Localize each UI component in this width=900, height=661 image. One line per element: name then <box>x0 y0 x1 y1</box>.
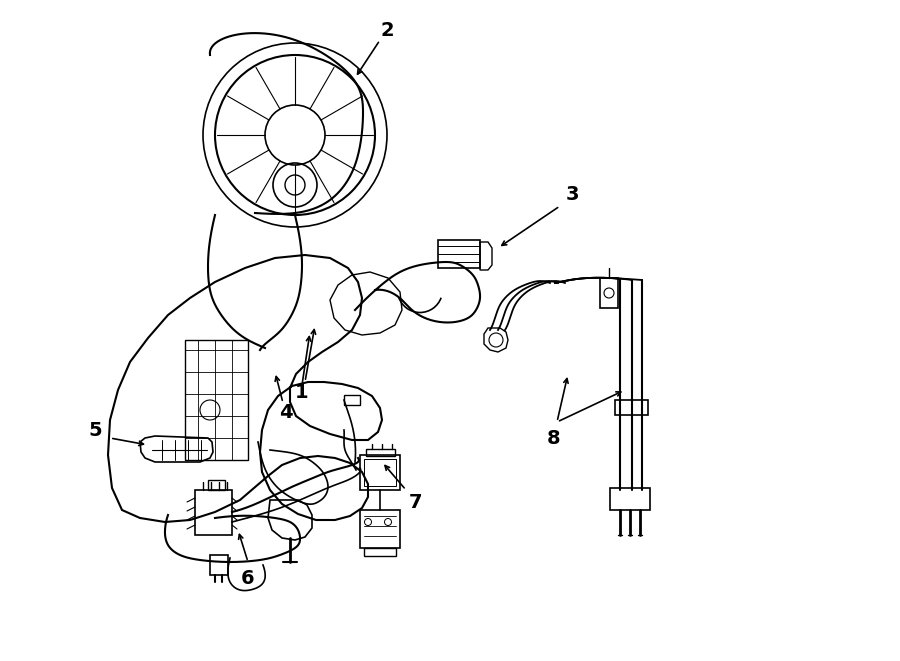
Text: 1: 1 <box>295 383 309 401</box>
Text: 4: 4 <box>279 403 292 422</box>
Text: 5: 5 <box>88 420 102 440</box>
Text: 8: 8 <box>547 428 561 447</box>
Text: 2: 2 <box>380 20 394 40</box>
Text: 3: 3 <box>565 184 579 204</box>
Text: 7: 7 <box>410 492 423 512</box>
Text: 6: 6 <box>241 568 255 588</box>
